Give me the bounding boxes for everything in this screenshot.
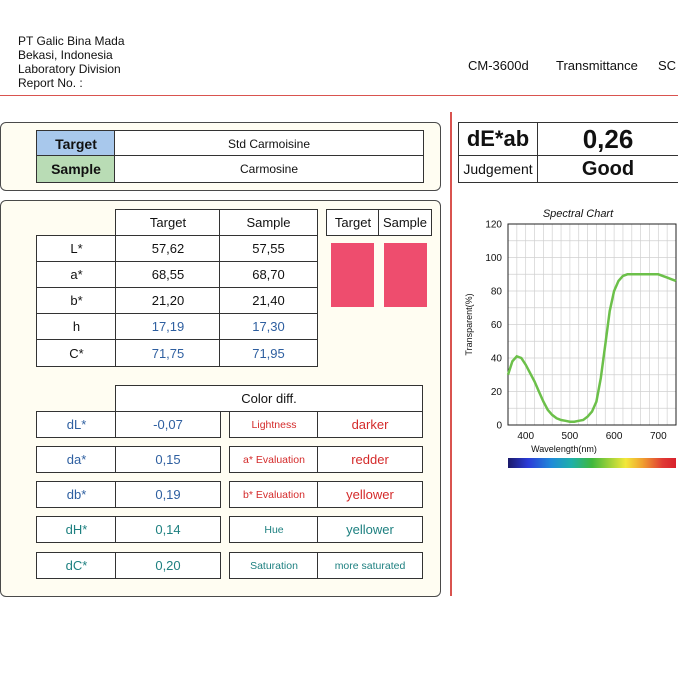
chart-title: Spectral Chart [543, 208, 614, 220]
sample-color-swatch [384, 243, 427, 307]
de-value: 0,26 [537, 122, 678, 156]
x-axis-label: Wavelength(nm) [531, 444, 597, 454]
sample-value: 68,70 [219, 261, 318, 288]
diff-label: da* [36, 446, 117, 473]
diff-result: yellower [317, 516, 423, 543]
color-diff-header: Color diff. [115, 385, 423, 412]
target-value: 57,62 [115, 235, 221, 262]
target-value: 21,20 [115, 287, 221, 314]
diff-label: dC* [36, 552, 117, 579]
company-division: Laboratory Division [18, 62, 121, 76]
diff-value: 0,14 [115, 516, 221, 543]
y-tick-label: 20 [491, 387, 503, 398]
measurement-mode: Transmittance [556, 58, 638, 73]
spec-mode: SC [658, 58, 677, 73]
diff-value: 0,20 [115, 552, 221, 579]
y-tick-label: 40 [491, 354, 503, 365]
diff-value: 0,15 [115, 446, 221, 473]
x-tick-label: 400 [517, 431, 534, 442]
company-name: PT Galic Bina Mada [18, 34, 125, 48]
diff-value: 0,19 [115, 481, 221, 508]
y-axis-label: Transparent(%) [464, 293, 474, 355]
diff-label: dL* [36, 411, 117, 438]
spectral-chart: Spectral Chart 0 20 40 60 80 100 120 400 500 600 7… [464, 208, 677, 454]
spectral-series-line [506, 273, 677, 423]
y-tick-label: 120 [485, 220, 502, 231]
diff-result: yellower [317, 481, 423, 508]
target-value: 68,55 [115, 261, 221, 288]
y-tick-label: 0 [496, 421, 502, 432]
row-label: L* [36, 235, 117, 262]
row-label: C* [36, 339, 117, 367]
target-name-value: Std Carmoisine [114, 130, 424, 157]
diff-description: Hue [229, 516, 319, 543]
sample-label: Sample [36, 155, 116, 183]
diff-description: Saturation [229, 552, 319, 579]
target-label: Target [36, 130, 116, 157]
swatch-header-sample: Sample [378, 209, 432, 236]
sample-value: 17,30 [219, 313, 318, 340]
sample-value: 71,95 [219, 339, 318, 367]
row-label: b* [36, 287, 117, 314]
row-label: h [36, 313, 117, 340]
col-header-sample: Sample [219, 209, 318, 236]
diff-description: b* Evaluation [229, 481, 319, 508]
x-tick-label: 500 [562, 431, 579, 442]
target-value: 71,75 [115, 339, 221, 367]
col-header-target: Target [115, 209, 221, 236]
wavelength-spectrum-bar [508, 458, 676, 468]
plot-frame [507, 223, 677, 426]
y-tick-label: 60 [491, 320, 503, 331]
sample-value: 57,55 [219, 235, 318, 262]
x-tick-label: 600 [606, 431, 623, 442]
row-label: a* [36, 261, 117, 288]
sample-name-value: Carmosine [114, 155, 424, 183]
chart-grid [507, 223, 677, 426]
y-tick-label: 80 [491, 287, 503, 298]
company-location: Bekasi, Indonesia [18, 48, 113, 62]
diff-value: -0,07 [115, 411, 221, 438]
y-tick-label: 100 [485, 253, 502, 264]
diff-result: darker [317, 411, 423, 438]
de-label: dE*ab [458, 122, 538, 156]
target-value: 17,19 [115, 313, 221, 340]
header-divider [0, 95, 678, 96]
diff-description: a* Evaluation [229, 446, 319, 473]
diff-result: redder [317, 446, 423, 473]
target-color-swatch [331, 243, 374, 307]
vertical-divider [450, 112, 452, 596]
diff-label: dH* [36, 516, 117, 543]
diff-description: Lightness [229, 411, 319, 438]
instrument-name: CM-3600d [468, 58, 529, 73]
report-number: Report No. : [18, 76, 83, 90]
x-tick-label: 700 [650, 431, 667, 442]
chart-ticks: 0 20 40 60 80 100 120 400 500 600 700 [485, 220, 667, 443]
swatch-header-target: Target [326, 209, 380, 236]
judgement-value: Good [537, 155, 678, 183]
diff-label: db* [36, 481, 117, 508]
sample-value: 21,40 [219, 287, 318, 314]
judgement-label: Judgement [458, 155, 538, 183]
diff-result: more saturated [317, 552, 423, 579]
